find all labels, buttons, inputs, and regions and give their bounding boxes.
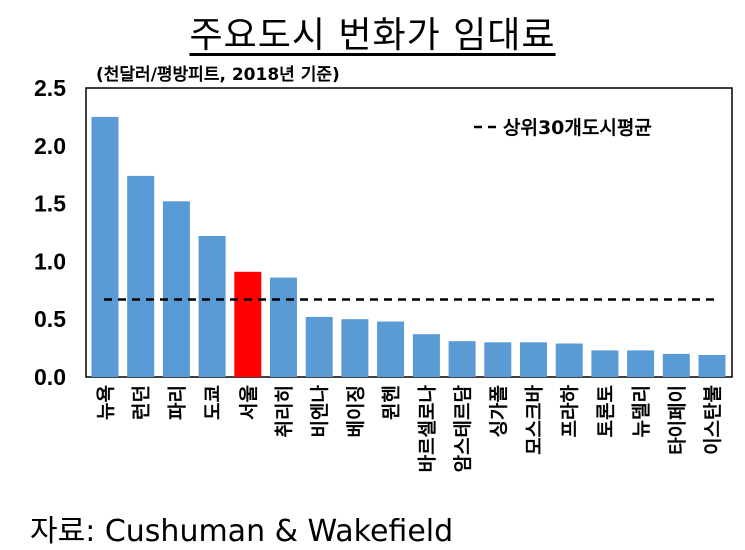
bar [341, 319, 369, 377]
x-tick-label: 베이징 [345, 385, 367, 437]
bar [662, 353, 690, 377]
bar [698, 355, 726, 377]
plot-area-frame [85, 87, 733, 378]
x-tick-label: 서울 [238, 385, 260, 420]
x-tick-label: 파리 [166, 385, 188, 420]
legend-label: 상위30개도시평균 [503, 117, 652, 139]
y-tick-label: 2.5 [34, 75, 66, 101]
bar [234, 271, 262, 377]
bar [591, 350, 619, 377]
x-tick-label: 취리히 [274, 385, 296, 437]
x-tick-label: 뮌헨 [381, 385, 403, 420]
y-tick-label: 2.0 [34, 133, 66, 159]
y-tick-label: 0.0 [34, 364, 66, 390]
bar [162, 201, 190, 377]
x-tick-label: 타이페이 [666, 385, 688, 455]
unit-label: (천달러/평방피트, 2018년 기준) [96, 64, 340, 85]
x-tick-label: 비엔나 [309, 384, 331, 437]
bar [520, 342, 547, 377]
x-tick-label: 프라하 [559, 384, 581, 437]
y-axis-ticks: 0.0 0.5 1.0 1.5 2.0 2.5 [34, 75, 66, 390]
bar [198, 236, 226, 377]
bar [448, 341, 476, 377]
bar [412, 334, 440, 377]
bar [377, 321, 405, 377]
bar [127, 175, 155, 377]
x-tick-label: 도쿄 [202, 385, 224, 420]
bar [484, 342, 512, 377]
y-tick-label: 1.0 [34, 248, 66, 274]
x-tick-label: 뉴델리 [631, 385, 653, 437]
x-tick-label: 토론토 [595, 385, 617, 437]
y-tick-label: 0.5 [34, 306, 66, 332]
x-tick-label: 모스크바 [524, 384, 546, 454]
bar [270, 277, 297, 377]
x-tick-label: 싱가폴 [488, 385, 510, 437]
x-tick-label: 암스테르담 [452, 384, 474, 472]
source-note: 자료: Cushuman & Wakefield [30, 514, 454, 549]
chart-title: 주요도시 번화가 임대료 [189, 15, 556, 56]
bar [555, 343, 583, 377]
bars [91, 116, 726, 378]
x-tick-label: 바르셀로나 [416, 384, 438, 472]
bar [91, 116, 119, 378]
bar [305, 316, 333, 377]
bar [627, 350, 655, 377]
x-tick-label: 뉴욕 [95, 385, 117, 420]
x-tick-label: 이스탄불 [702, 385, 724, 455]
x-axis-labels: 뉴욕 런던 파리 도쿄 서울 취리히 비엔나 베이징 뮌헨 바르셀로나 암스테르담 싱가폴 모스크바 프라… [95, 384, 724, 472]
y-tick-label: 1.5 [34, 191, 66, 217]
x-tick-label: 런던 [131, 385, 153, 420]
